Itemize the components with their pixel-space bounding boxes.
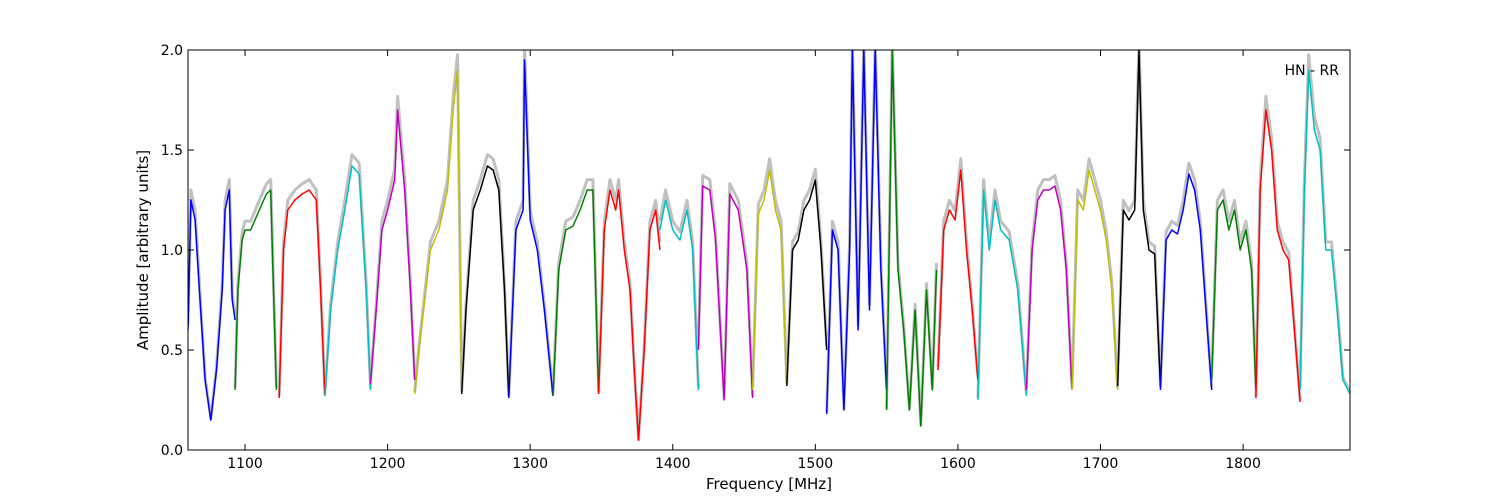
series-segment-16 [937,169,979,381]
x-tick-label: 1500 [798,456,834,472]
series-segment-20 [1116,50,1162,387]
x-tick-label: 1100 [227,456,263,472]
x-tick-label: 1600 [940,456,976,472]
series-segment-9 [597,189,661,441]
y-axis-title: Amplitude [arbitrary units] [134,150,152,350]
background-trace-18 [1024,173,1074,388]
series-segment-11 [697,185,754,401]
series-segment-14 [825,50,888,415]
x-tick-label: 1400 [655,456,691,472]
series-layer [188,50,1350,441]
series-segment-0 [188,189,236,421]
y-tick-label: 2.0 [161,43,183,59]
background-trace-17 [976,178,1028,399]
background-trace-20 [1116,50,1162,384]
x-tick-label: 1300 [512,456,548,472]
background-trace-22 [1210,188,1258,388]
series-segment-7 [508,59,554,399]
y-tick-label: 0.5 [161,343,183,359]
background-trace-12 [751,157,789,388]
background-trace-9 [597,178,662,442]
series-segment-19 [1071,169,1119,391]
series-segment-24 [1299,69,1350,395]
series-segment-12 [751,169,788,391]
y-tick-label: 0.0 [161,443,183,459]
series-segment-1 [234,189,278,391]
x-axis: 1100 1200 1300 1400 1500 1600 1700 1800 [227,50,1261,472]
series-segment-10 [659,199,700,391]
series-segment-13 [786,179,828,387]
series-segment-8 [552,189,600,397]
series-segment-15 [885,50,938,427]
background-trace-8 [551,178,601,394]
series-segment-23 [1255,109,1301,403]
series-segment-2 [278,189,326,399]
series-segment-21 [1159,173,1213,391]
series-segment-3 [324,165,372,397]
series-segment-18 [1025,185,1073,391]
series-segment-6 [460,165,510,399]
x-tick-label: 1200 [370,456,406,472]
series-segment-22 [1210,199,1257,391]
x-tick-label: 1700 [1083,456,1119,472]
x-tick-label: 1800 [1225,456,1261,472]
y-axis: 0.0 0.5 1.0 1.5 2.0 [161,43,1350,459]
y-tick-label: 1.0 [161,243,183,259]
legend-label: HN - RR [1285,63,1340,79]
series-segment-4 [369,109,416,385]
background-trace-10 [658,188,700,388]
background-trace-19 [1070,157,1120,388]
series-segment-5 [413,69,463,395]
series-segment-17 [977,189,1028,401]
x-axis-title: Frequency [MHz] [706,475,832,493]
y-tick-label: 1.5 [161,143,183,159]
